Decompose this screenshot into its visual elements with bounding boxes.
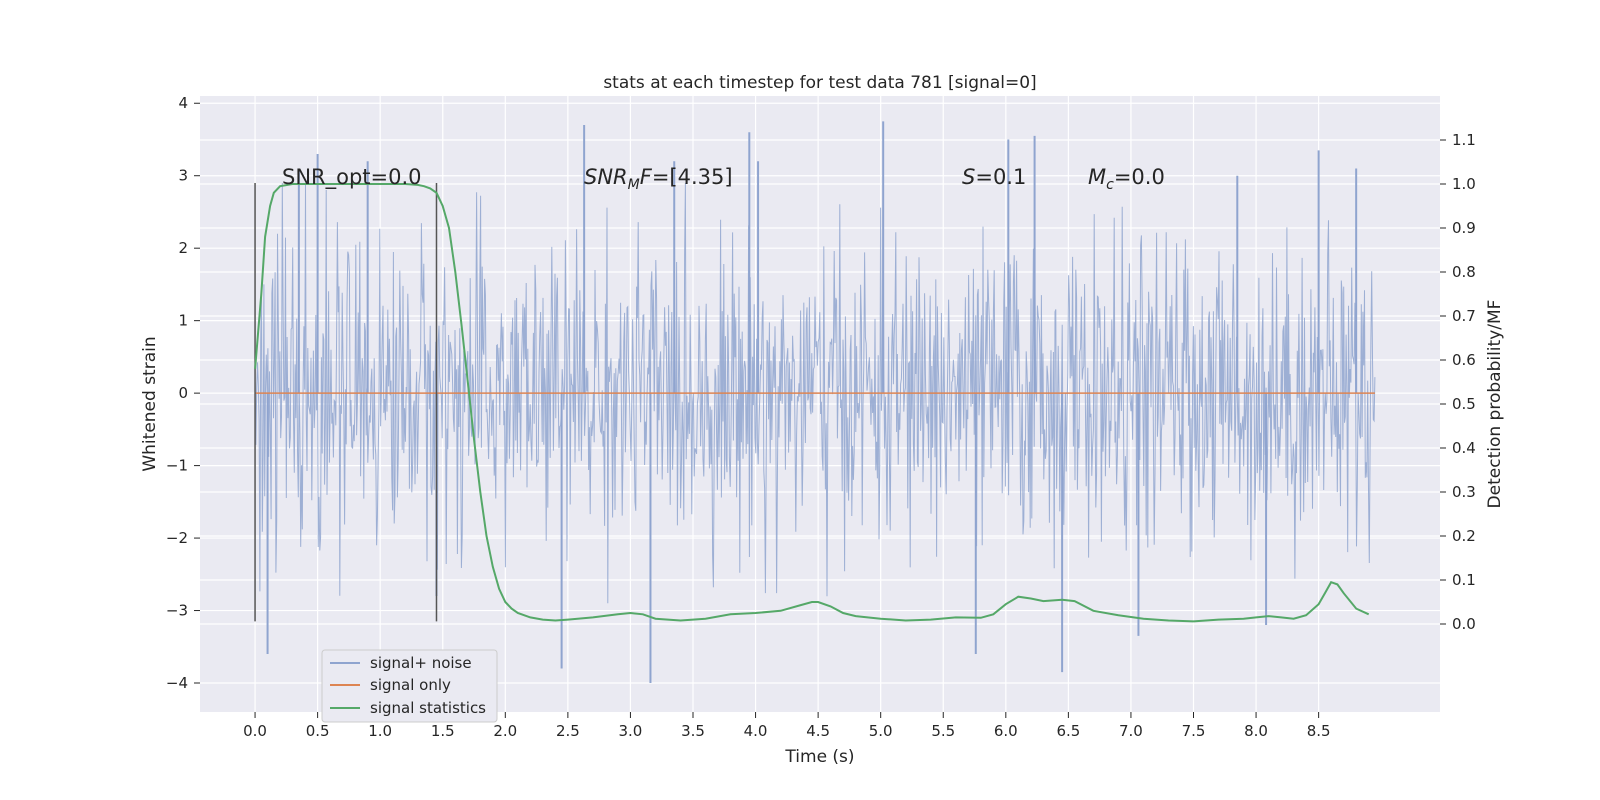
- x-tick-label: 1.0: [368, 722, 392, 740]
- x-tick-label: 6.0: [994, 722, 1018, 740]
- x-tick-label: 6.5: [1056, 722, 1080, 740]
- x-tick-label: 5.5: [931, 722, 955, 740]
- y2-tick-label: 0.8: [1452, 263, 1476, 281]
- y-tick-label: −2: [166, 529, 188, 547]
- y-axis-ticks: 4 3 2 1 0 −1 −2 −3 −4: [166, 94, 200, 692]
- x-tick-label: 4.5: [806, 722, 830, 740]
- y-axis-label: Whitened strain: [140, 336, 160, 471]
- annotation-s: S=0.1: [962, 165, 1026, 189]
- y2-axis-label: Detection probability/MF: [1485, 300, 1505, 509]
- y-tick-label: −3: [166, 602, 188, 620]
- x-tick-label: 8.0: [1244, 722, 1268, 740]
- y-tick-label: 4: [178, 94, 188, 112]
- y2-tick-label: 0.3: [1452, 483, 1476, 501]
- y-tick-label: 3: [178, 167, 188, 185]
- y2-tick-label: 1.1: [1452, 131, 1476, 149]
- y-tick-label: −1: [166, 457, 188, 475]
- x-tick-label: 2.0: [493, 722, 517, 740]
- annotation-snr-mf: SNRMF=[4.35]: [584, 165, 733, 193]
- y2-tick-label: 0.5: [1452, 395, 1476, 413]
- signal-noise-trace: [254, 182, 1376, 604]
- y2-gridlines: [200, 139, 1440, 625]
- y2-tick-label: 0.2: [1452, 527, 1476, 545]
- annotation-mc: Mc=0.0: [1088, 165, 1165, 193]
- y2-tick-label: 0.4: [1452, 439, 1476, 457]
- x-tick-label: 7.5: [1182, 722, 1206, 740]
- vertical-lines: [254, 182, 438, 622]
- signal-statistics-line: [254, 183, 1370, 623]
- x-tick-label: 7.0: [1119, 722, 1143, 740]
- x-tick-label: 3.0: [619, 722, 643, 740]
- signal-noise-series: [254, 121, 1376, 684]
- x-axis-label: Time (s): [784, 747, 854, 767]
- x-tick-label: 2.5: [556, 722, 580, 740]
- annotation-snr-opt: SNR_opt=0.0: [282, 165, 422, 190]
- y2-tick-label: 0.6: [1452, 351, 1476, 369]
- x-tick-label: 8.5: [1307, 722, 1331, 740]
- x-tick-label: 4.0: [744, 722, 768, 740]
- legend-label-signal-noise: signal+ noise: [370, 654, 472, 672]
- legend-label-signal-only: signal only: [370, 676, 451, 694]
- legend-box: [321, 649, 498, 723]
- x-axis-ticks: 0.0 0.5 1.0 1.5 2.0 2.5 3.0 3.5 4.0 4.5 5.0 5.5 6.0 6…: [243, 712, 1331, 740]
- y2-tick-label: 0.9: [1452, 219, 1476, 237]
- x-tick-label: 1.5: [431, 722, 455, 740]
- legend-label-signal-statistics: signal statistics: [370, 699, 486, 717]
- x-tick-label: 0.5: [306, 722, 330, 740]
- x-tick-label: 5.0: [869, 722, 893, 740]
- legend: signal+ noise signal only signal statist…: [321, 649, 498, 723]
- y-tick-label: 1: [178, 312, 188, 330]
- x-tick-label: 0.0: [243, 722, 267, 740]
- x-tick-label: 3.5: [681, 722, 705, 740]
- y2-tick-label: 1.0: [1452, 175, 1476, 193]
- chart-title: stats at each timestep for test data 781…: [603, 73, 1036, 93]
- y2-tick-label: 0.0: [1452, 615, 1476, 633]
- y-tick-label: 2: [178, 239, 188, 257]
- y-tick-label: 0: [178, 384, 188, 402]
- y2-axis-ticks: 1.1 1.0 0.9 0.8 0.7 0.6 0.5 0.4 0.3 0.2 0.1 0.0: [1440, 131, 1476, 633]
- y2-tick-label: 0.1: [1452, 571, 1476, 589]
- y-tick-label: −4: [166, 674, 188, 692]
- y2-tick-label: 0.7: [1452, 307, 1476, 325]
